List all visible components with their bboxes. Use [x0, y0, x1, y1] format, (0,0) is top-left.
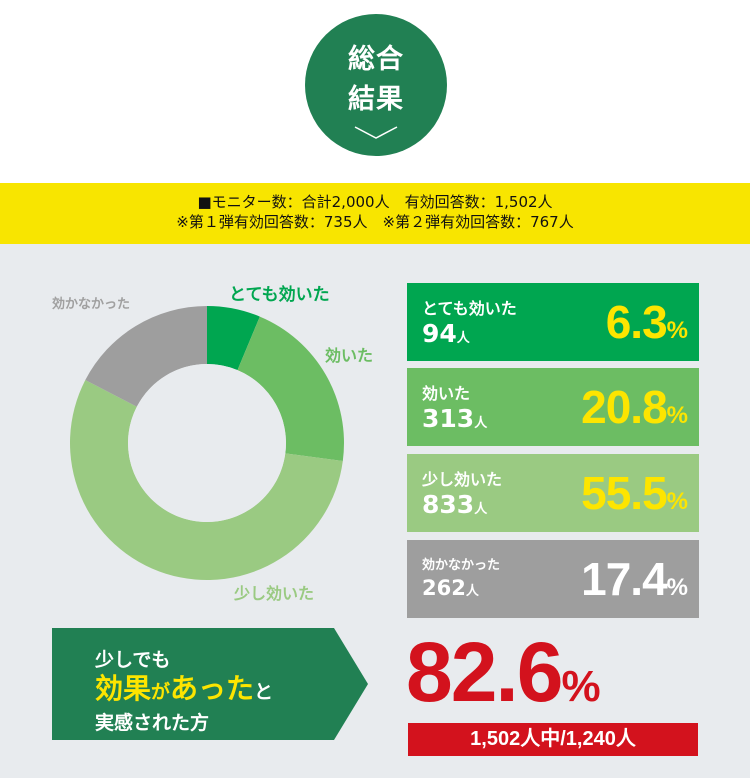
card-label: 効いた: [422, 384, 471, 403]
donut-segment: [237, 316, 344, 462]
total-effective-detail: 1,502人中/1,240人: [408, 723, 698, 756]
conclusion-text: 少しでも 効果があったと 実感された方: [95, 648, 273, 737]
card-percent: 6.3%: [605, 296, 688, 348]
card-label: 少し効いた: [422, 470, 503, 489]
conclusion-line3: 実感された方: [95, 712, 210, 734]
summary-line2: ※第１弾有効回答数：735人 ※第２弾有効回答数：767人: [176, 213, 574, 231]
card-count: 262人: [422, 576, 479, 600]
result-card-not-effective: 効かなかった 262人 17.4%: [407, 540, 699, 618]
chevron-down-icon: [354, 126, 398, 139]
card-count: 94人: [422, 319, 470, 348]
chart-label-slightly-effective: 少し効いた: [234, 584, 315, 603]
donut-chart: [70, 306, 344, 580]
card-count: 833人: [422, 490, 488, 519]
summary-band: ■モニター数：合計2,000人 有効回答数：1,502人 ※第１弾有効回答数：7…: [0, 183, 750, 244]
conclusion-arrow-banner: [52, 628, 368, 740]
badge-title-line1: 総合: [348, 44, 404, 75]
section-badge: 総合 結果: [305, 14, 447, 156]
result-card-very-effective: とても効いた 94人 6.3%: [407, 283, 699, 361]
donut-segment: [70, 380, 343, 580]
result-card-effective: 効いた 313人 20.8%: [407, 368, 699, 446]
card-percent: 20.8%: [581, 381, 688, 433]
conclusion-line1: 少しでも: [95, 649, 171, 671]
summary-line1: ■モニター数：合計2,000人 有効回答数：1,502人: [197, 193, 553, 211]
chart-label-effective: 効いた: [325, 346, 374, 365]
chart-label-very-effective: とても効いた: [229, 285, 330, 305]
card-percent: 17.4%: [581, 553, 688, 605]
result-card-slightly-effective: 少し効いた 833人 55.5%: [407, 454, 699, 532]
conclusion-line2: 効果があったと: [95, 672, 274, 705]
badge-title-line2: 結果: [348, 84, 404, 115]
donut-segment: [85, 306, 207, 407]
chart-label-not-effective: 効かなかった: [52, 297, 131, 312]
donut-segment: [207, 306, 260, 371]
card-percent: 55.5%: [581, 467, 688, 519]
card-count: 313人: [422, 404, 488, 433]
total-effective-percent: 82.6%: [406, 625, 601, 719]
card-label: とても効いた: [422, 299, 517, 318]
header-area: 総合 結果: [0, 0, 750, 183]
card-label: 効かなかった: [422, 558, 501, 573]
